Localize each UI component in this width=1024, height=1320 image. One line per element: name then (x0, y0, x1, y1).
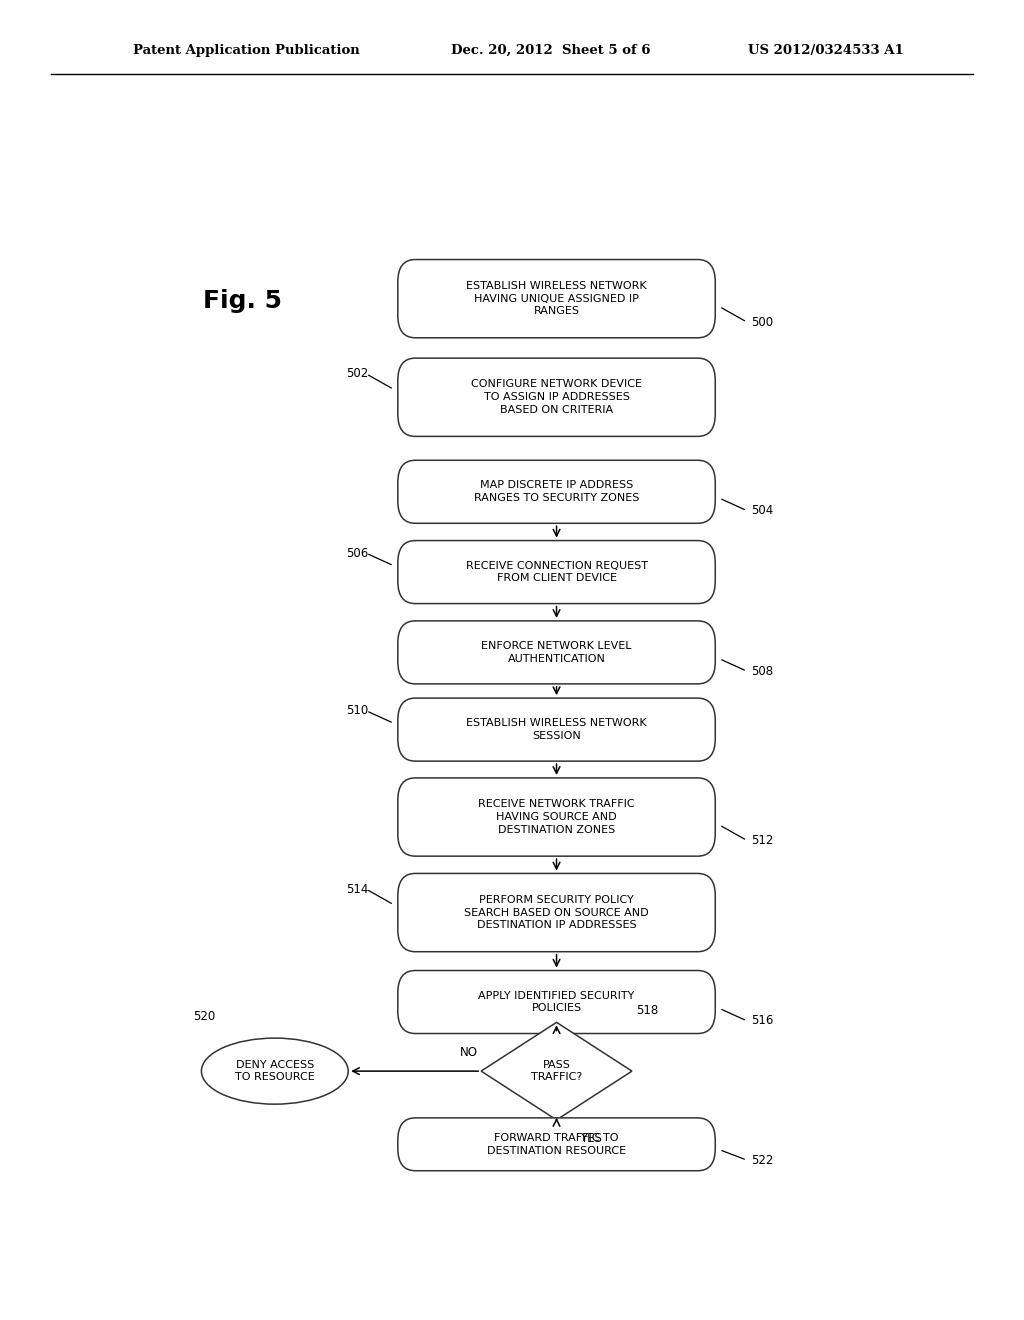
Text: 502: 502 (346, 367, 369, 380)
Ellipse shape (202, 1038, 348, 1104)
Text: 504: 504 (751, 504, 773, 517)
Text: Dec. 20, 2012  Sheet 5 of 6: Dec. 20, 2012 Sheet 5 of 6 (451, 44, 650, 57)
FancyBboxPatch shape (397, 1118, 715, 1171)
Text: PERFORM SECURITY POLICY
SEARCH BASED ON SOURCE AND
DESTINATION IP ADDRESSES: PERFORM SECURITY POLICY SEARCH BASED ON … (464, 895, 649, 931)
Text: 522: 522 (751, 1154, 773, 1167)
Text: YES: YES (581, 1131, 602, 1144)
FancyBboxPatch shape (397, 874, 715, 952)
Text: 510: 510 (346, 704, 369, 717)
Text: DENY ACCESS
TO RESOURCE: DENY ACCESS TO RESOURCE (234, 1060, 314, 1082)
Text: US 2012/0324533 A1: US 2012/0324533 A1 (748, 44, 903, 57)
Text: 514: 514 (346, 883, 369, 895)
Text: 506: 506 (346, 546, 369, 560)
FancyBboxPatch shape (397, 461, 715, 523)
Text: RECEIVE NETWORK TRAFFIC
HAVING SOURCE AND
DESTINATION ZONES: RECEIVE NETWORK TRAFFIC HAVING SOURCE AN… (478, 799, 635, 834)
Text: Patent Application Publication: Patent Application Publication (133, 44, 359, 57)
FancyBboxPatch shape (397, 358, 715, 437)
Text: NO: NO (460, 1047, 478, 1060)
Text: RECEIVE CONNECTION REQUEST
FROM CLIENT DEVICE: RECEIVE CONNECTION REQUEST FROM CLIENT D… (466, 561, 647, 583)
FancyBboxPatch shape (397, 541, 715, 603)
Text: 512: 512 (751, 834, 773, 847)
Text: ESTABLISH WIRELESS NETWORK
HAVING UNIQUE ASSIGNED IP
RANGES: ESTABLISH WIRELESS NETWORK HAVING UNIQUE… (466, 281, 647, 317)
Text: Fig. 5: Fig. 5 (204, 289, 283, 313)
Text: ENFORCE NETWORK LEVEL
AUTHENTICATION: ENFORCE NETWORK LEVEL AUTHENTICATION (481, 642, 632, 664)
FancyBboxPatch shape (397, 970, 715, 1034)
Text: 520: 520 (194, 1010, 216, 1023)
Text: ESTABLISH WIRELESS NETWORK
SESSION: ESTABLISH WIRELESS NETWORK SESSION (466, 718, 647, 741)
Text: PASS
TRAFFIC?: PASS TRAFFIC? (530, 1060, 583, 1082)
FancyBboxPatch shape (397, 260, 715, 338)
FancyBboxPatch shape (397, 698, 715, 762)
FancyBboxPatch shape (397, 777, 715, 857)
Text: CONFIGURE NETWORK DEVICE
TO ASSIGN IP ADDRESSES
BASED ON CRITERIA: CONFIGURE NETWORK DEVICE TO ASSIGN IP AD… (471, 379, 642, 414)
Text: 518: 518 (636, 1005, 658, 1018)
Text: APPLY IDENTIFIED SECURITY
POLICIES: APPLY IDENTIFIED SECURITY POLICIES (478, 990, 635, 1014)
Text: 516: 516 (751, 1014, 773, 1027)
Polygon shape (481, 1022, 632, 1119)
Text: FORWARD TRAFFIC TO
DESTINATION RESOURCE: FORWARD TRAFFIC TO DESTINATION RESOURCE (487, 1133, 626, 1156)
Text: 500: 500 (751, 315, 773, 329)
Text: MAP DISCRETE IP ADDRESS
RANGES TO SECURITY ZONES: MAP DISCRETE IP ADDRESS RANGES TO SECURI… (474, 480, 639, 503)
Text: 508: 508 (751, 665, 773, 677)
FancyBboxPatch shape (397, 620, 715, 684)
